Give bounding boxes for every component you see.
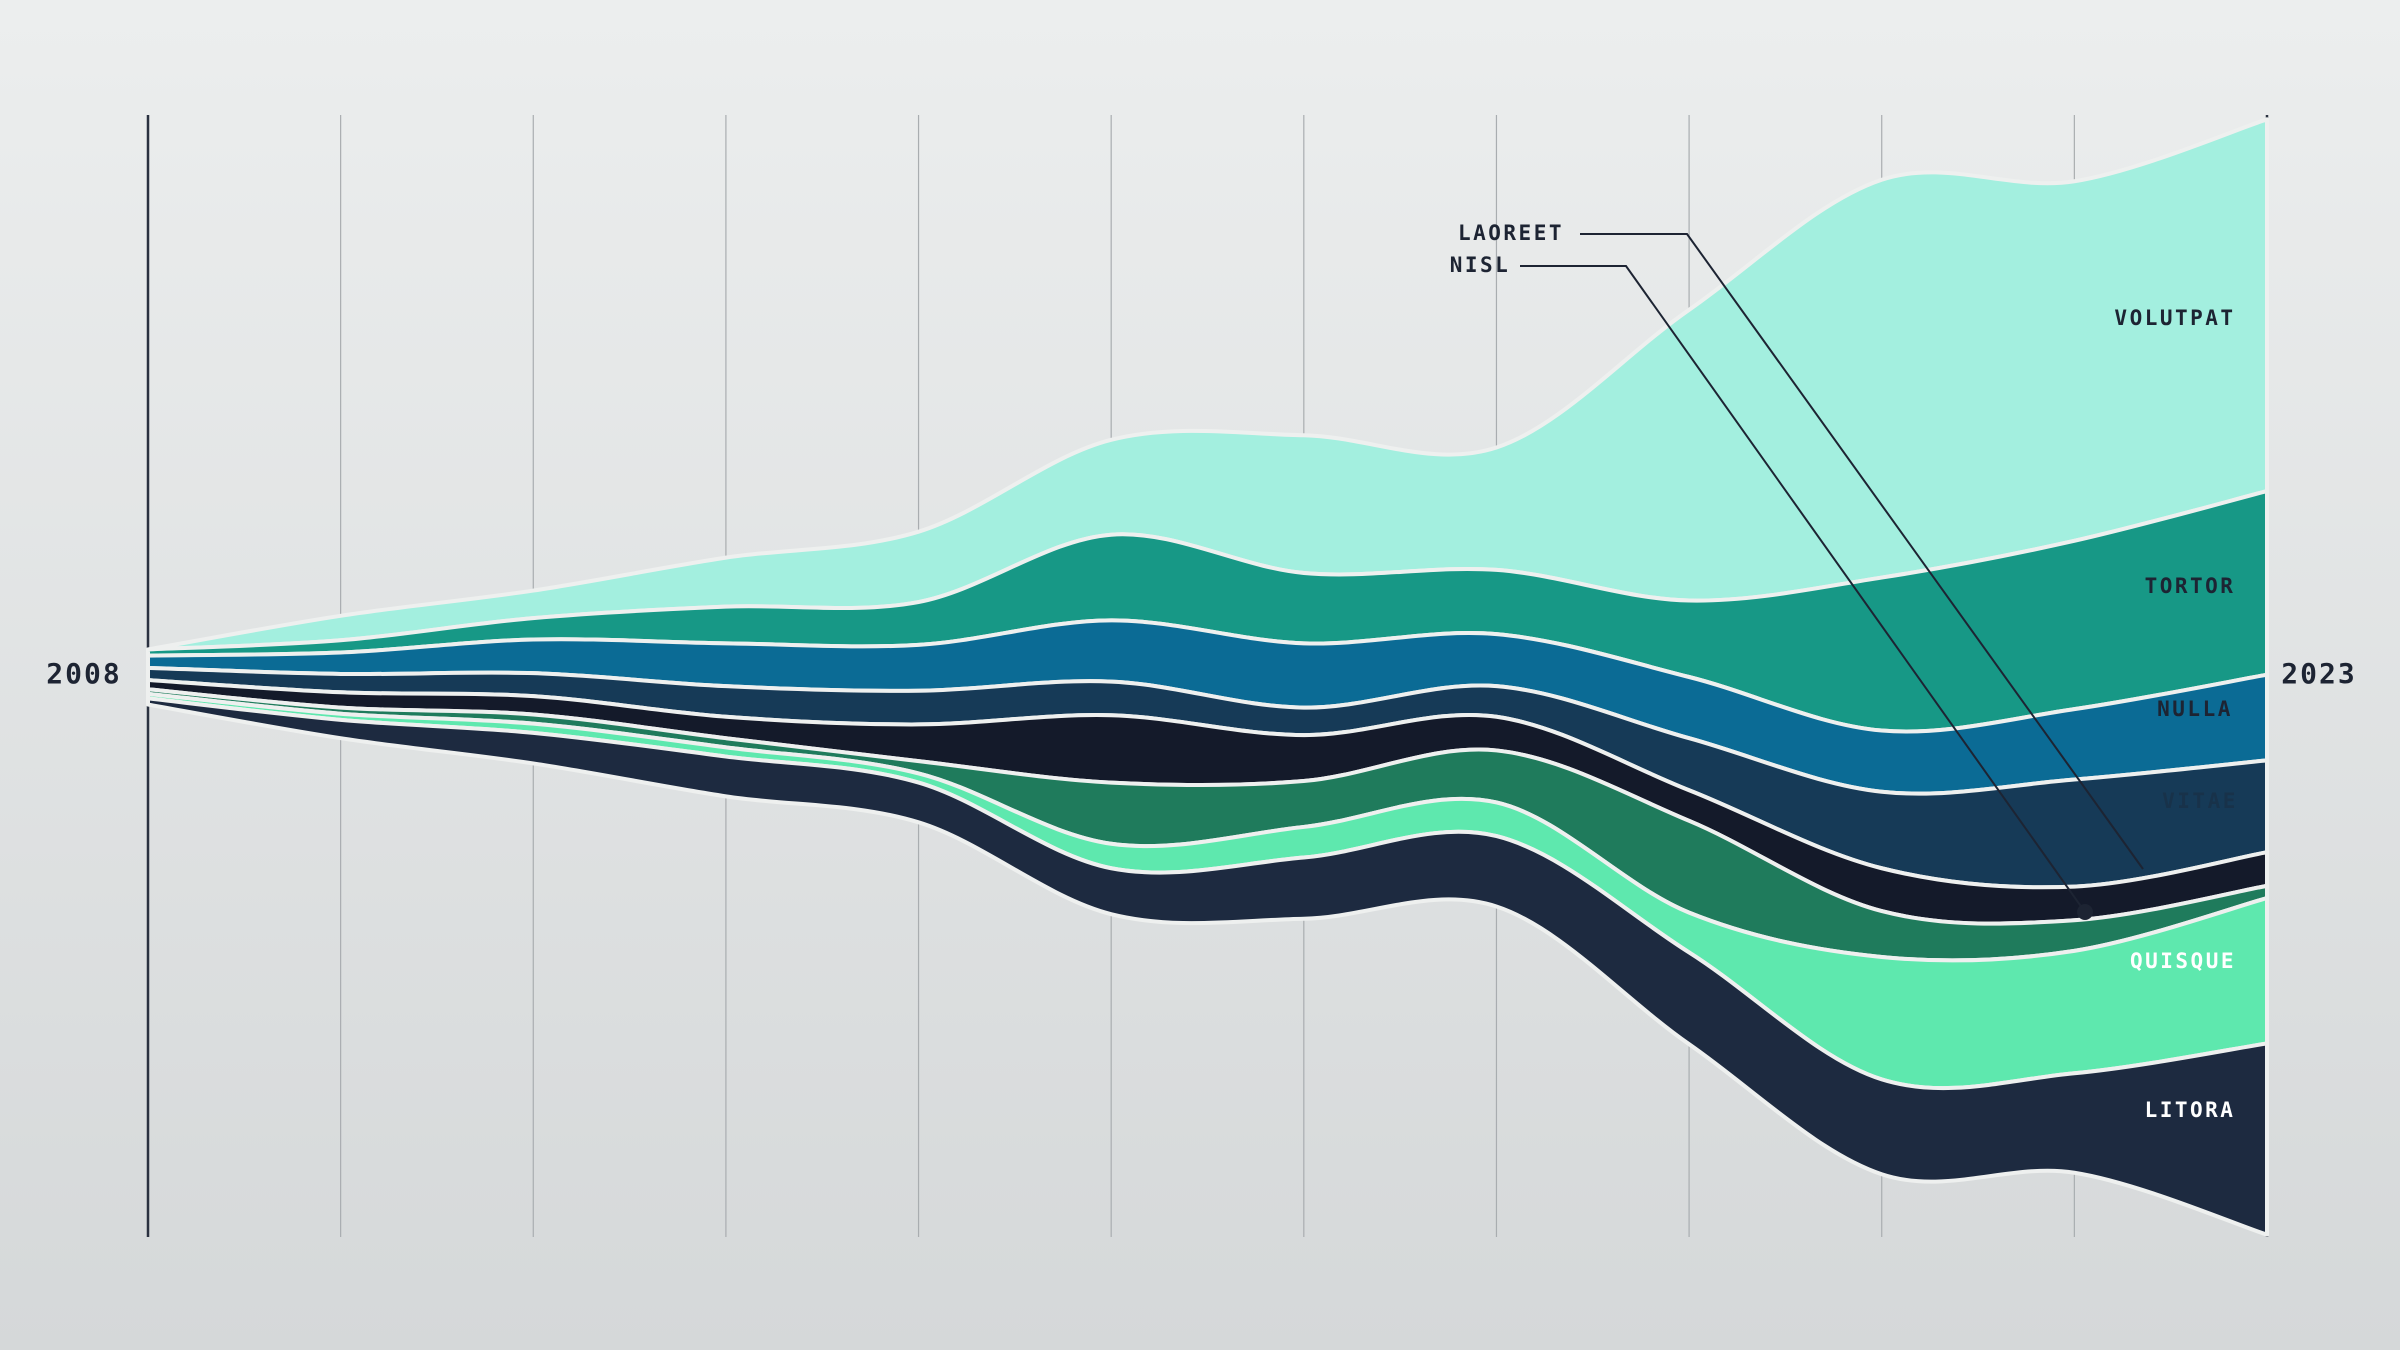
series-label: VITAE xyxy=(2162,789,2238,813)
series-label: VOLUTPAT xyxy=(2114,306,2235,330)
callouts xyxy=(1520,233,2144,920)
callout-dot xyxy=(2077,904,2093,920)
series-label: NULLA xyxy=(2157,697,2233,721)
labels: 2008 2023 VOLUTPAT TORTOR NULLA VITAE LAOREET N… xyxy=(46,221,2356,1122)
layers xyxy=(146,117,2269,1237)
x-tick-label: 2008 xyxy=(46,657,121,690)
series-label: LAOREET xyxy=(1458,221,1564,245)
series-label: QUISQUE xyxy=(2130,949,2236,973)
callout-line xyxy=(1580,233,2144,870)
x-tick-label: 2023 xyxy=(2281,657,2356,690)
stream-layer xyxy=(146,696,2269,1237)
series-label: LITORA xyxy=(2145,1098,2236,1122)
callout-line xyxy=(1520,265,2086,913)
series-label: TORTOR xyxy=(2145,574,2236,598)
series-label: NISL xyxy=(1450,253,1511,277)
